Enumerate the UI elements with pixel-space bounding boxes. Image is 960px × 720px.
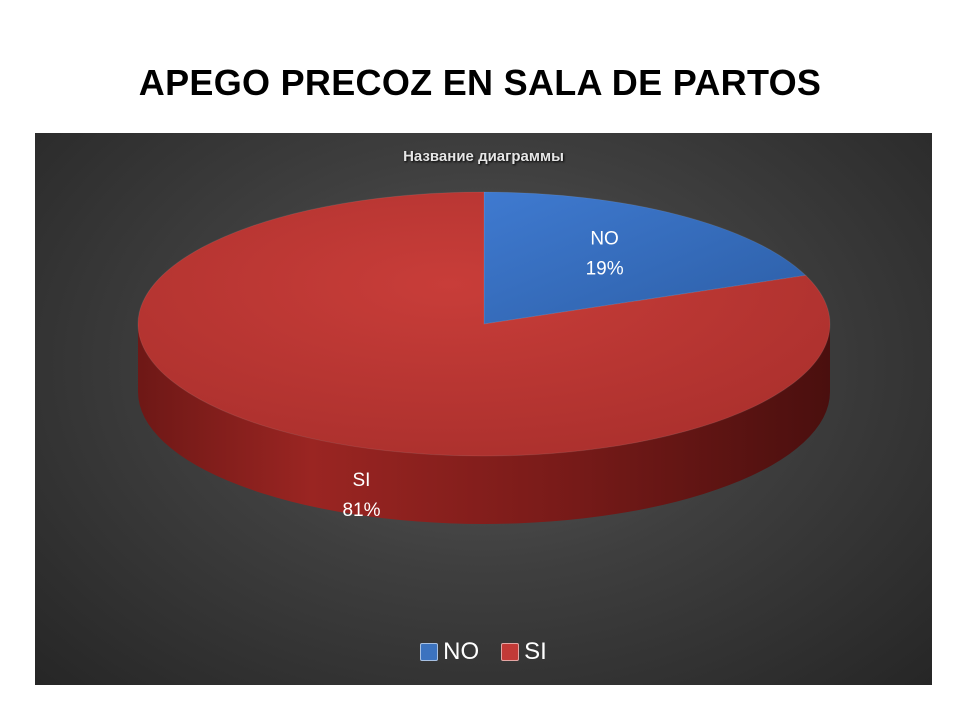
pie-slice-si [137, 191, 831, 457]
pie-slice-no [483, 191, 807, 325]
legend: NO SI [35, 638, 932, 666]
legend-swatch-si [501, 643, 520, 661]
pie-side-wall [138, 324, 830, 524]
legend-swatch-no [420, 643, 439, 661]
legend-item-no: NO [420, 638, 479, 666]
legend-item-si: SI [501, 638, 547, 666]
pie-chart: NO 19% SI 81% [137, 191, 831, 524]
data-label-si-percent: 81% [342, 500, 380, 521]
chart-title: Название диаграммы [403, 148, 564, 165]
data-label-no-percent: 19% [586, 258, 624, 279]
data-label-si-category: SI [353, 470, 371, 491]
data-label-no-category: NO [590, 228, 619, 249]
slide-title: APEGO PRECOZ EN SALA DE PARTOS [138, 62, 822, 103]
legend-label-no: NO [443, 638, 480, 665]
chart-area: Название диаграммы NO 19% SI 81% NO [35, 133, 932, 685]
legend-label-si: SI [524, 638, 547, 665]
